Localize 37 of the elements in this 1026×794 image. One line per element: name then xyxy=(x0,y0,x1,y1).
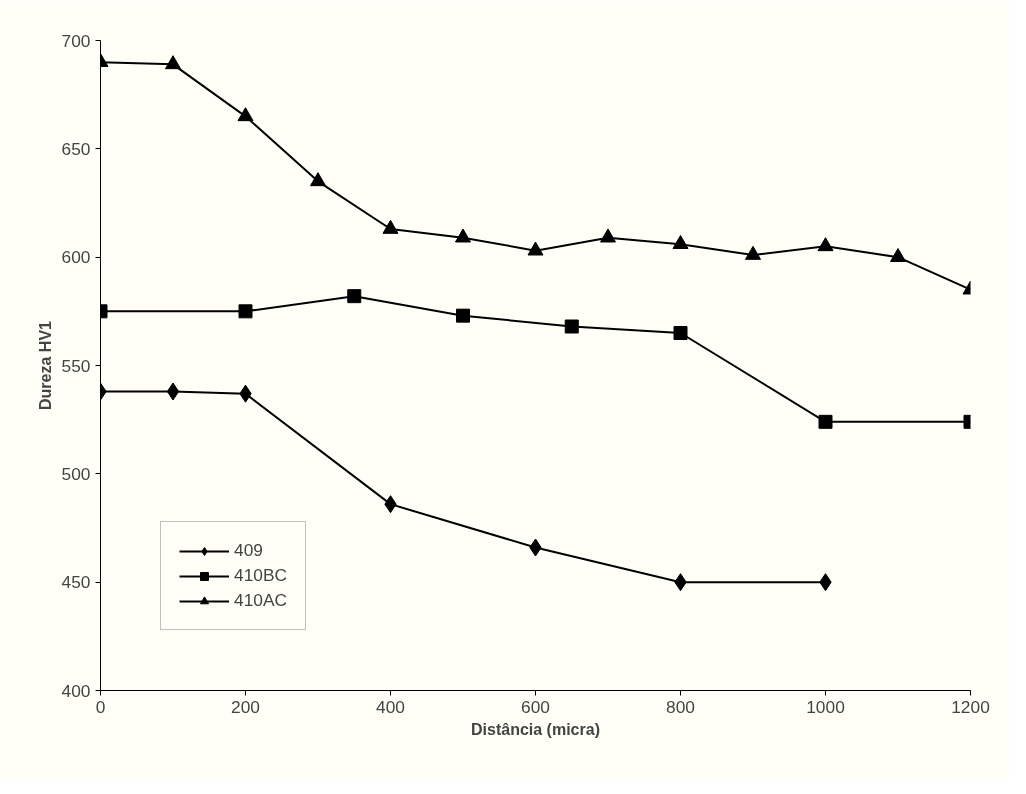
y-tick-label: 600 xyxy=(61,247,91,268)
x-tick-label: 1200 xyxy=(951,696,990,717)
point xyxy=(527,241,544,256)
y-axis-title: Dureza HV1 xyxy=(36,320,54,410)
point xyxy=(745,245,761,260)
point xyxy=(818,414,833,429)
y-tick-label: 450 xyxy=(61,572,91,593)
x-tick-label: 400 xyxy=(376,696,405,717)
y-tick-label: 700 xyxy=(61,30,91,51)
legend-label: 410BC xyxy=(234,565,287,586)
point xyxy=(673,326,688,340)
point xyxy=(347,289,362,304)
x-tick-label: 0 xyxy=(95,696,106,717)
point xyxy=(382,219,399,234)
x-axis-title: Distância (micra) xyxy=(471,720,600,738)
point xyxy=(600,228,616,243)
point xyxy=(890,248,906,262)
point xyxy=(166,382,180,401)
x-tick-label: 800 xyxy=(666,696,695,717)
point xyxy=(672,235,689,249)
y-tick-label: 500 xyxy=(61,463,91,484)
legend-label: 410AC xyxy=(234,590,287,611)
y-tick-label: 400 xyxy=(61,680,91,701)
point xyxy=(310,172,326,187)
point xyxy=(564,319,579,334)
point xyxy=(817,237,834,252)
y-tick-label: 650 xyxy=(61,138,91,159)
point xyxy=(237,107,254,122)
point xyxy=(456,308,470,323)
x-tick-label: 600 xyxy=(521,696,550,717)
point xyxy=(238,304,253,319)
x-tick-label: 1000 xyxy=(806,696,845,717)
point xyxy=(165,55,181,70)
y-tick-label: 550 xyxy=(61,355,91,376)
point xyxy=(455,228,471,243)
x-tick-label: 200 xyxy=(231,696,260,717)
legend-label: 409 xyxy=(234,540,263,561)
